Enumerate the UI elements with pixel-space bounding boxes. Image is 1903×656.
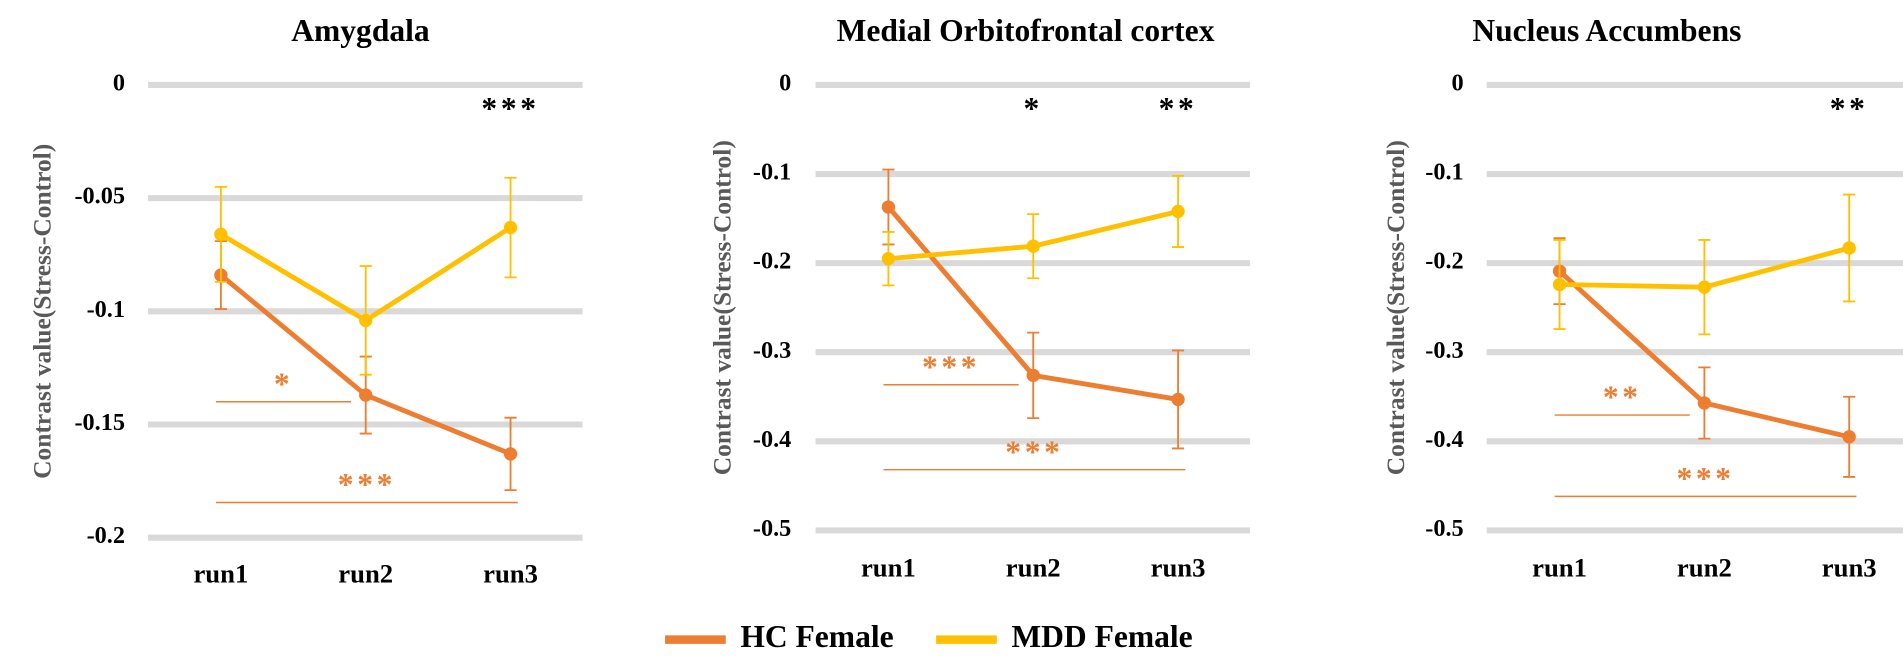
- x-tick-label: run1: [193, 559, 248, 589]
- y-tick-label: -0.05: [74, 183, 125, 210]
- y-tick-label: -0.3: [1425, 337, 1463, 364]
- x-tick-label: run3: [483, 559, 538, 589]
- y-tick-label: -0.5: [1425, 515, 1463, 542]
- y-tick-label: -0.2: [87, 522, 125, 549]
- group-significance: ***: [481, 91, 539, 126]
- data-point: [881, 200, 896, 214]
- y-tick-label: -0.2: [753, 248, 791, 275]
- x-tick-label: run3: [1822, 553, 1877, 583]
- data-point: [359, 313, 373, 328]
- y-tick-label: -0.4: [753, 426, 791, 453]
- x-tick-label: run2: [1677, 553, 1732, 583]
- y-axis-label: Contrast value(Stress-Control): [1381, 140, 1410, 475]
- data-point: [1171, 204, 1185, 219]
- run-significance: ***: [1005, 434, 1063, 469]
- y-axis-label: Contrast value(Stress-Control): [707, 140, 736, 475]
- y-tick-label: -0.1: [87, 296, 125, 323]
- run-significance: *: [274, 366, 293, 401]
- y-tick-label: -0.3: [753, 337, 791, 364]
- chart-title: Nucleus Accumbens: [1472, 13, 1741, 48]
- legend-label: MDD Female: [1011, 619, 1192, 654]
- x-tick-label: run3: [1151, 553, 1206, 583]
- data-point: [503, 220, 518, 235]
- chart-title: Medial Orbitofrontal cortex: [837, 13, 1215, 48]
- data-point: [1026, 368, 1040, 383]
- y-tick-label: 0: [113, 70, 125, 97]
- data-point: [214, 227, 228, 242]
- y-tick-label: -0.5: [753, 515, 791, 542]
- run-significance: ***: [338, 467, 396, 502]
- data-point: [1552, 277, 1567, 292]
- group-significance: **: [1830, 91, 1869, 126]
- data-point: [1697, 280, 1712, 294]
- run-significance: ***: [922, 349, 980, 384]
- y-tick-label: -0.4: [1425, 426, 1463, 453]
- data-point: [503, 447, 518, 461]
- y-axis-label: Contrast value(Stress-Control): [28, 144, 57, 479]
- y-tick-label: -0.2: [1425, 248, 1463, 275]
- run-significance: ***: [1676, 461, 1734, 496]
- x-tick-label: run1: [861, 553, 916, 583]
- run-significance: **: [1603, 380, 1642, 415]
- data-point: [1697, 396, 1712, 410]
- y-tick-label: 0: [1452, 70, 1464, 97]
- y-tick-label: -0.1: [753, 159, 791, 186]
- data-point: [1842, 241, 1856, 255]
- data-point: [1026, 239, 1040, 253]
- x-tick-label: run2: [1006, 553, 1061, 583]
- y-tick-label: 0: [779, 70, 791, 97]
- y-tick-label: -0.15: [74, 409, 125, 436]
- y-tick-label: -0.1: [1425, 159, 1463, 186]
- data-point: [1842, 430, 1856, 444]
- group-significance: **: [1159, 91, 1198, 126]
- legend-label: HC Female: [740, 619, 893, 654]
- group-significance: *: [1024, 91, 1043, 126]
- chart-title: Amygdala: [291, 13, 430, 48]
- x-tick-label: run2: [338, 559, 393, 589]
- x-tick-label: run1: [1532, 553, 1587, 583]
- data-point: [1171, 392, 1185, 407]
- data-point: [881, 252, 896, 266]
- data-point: [359, 388, 373, 402]
